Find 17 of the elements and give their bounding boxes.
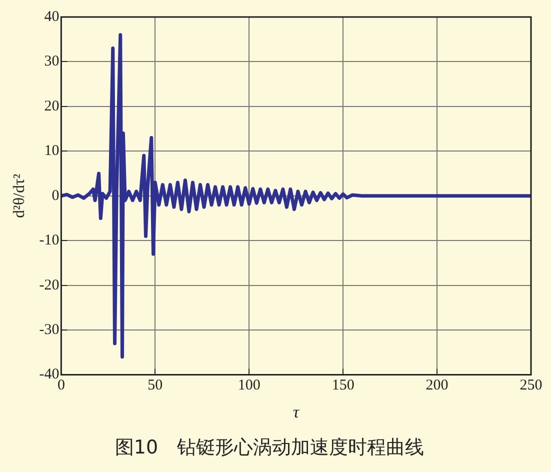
x-tick-label: 150 bbox=[332, 378, 354, 394]
y-tick-label: 20 bbox=[44, 98, 60, 114]
y-axis-title: d²θ/dτ² bbox=[10, 174, 28, 218]
x-tick-label: 200 bbox=[426, 378, 448, 394]
y-tick-label: 30 bbox=[44, 54, 60, 70]
y-tick-label: 40 bbox=[44, 8, 60, 25]
x-tick-label: 50 bbox=[148, 378, 163, 394]
y-tick-label: 0 bbox=[52, 188, 60, 204]
text: 图10 钻铤形心涡动加速度时程曲线 bbox=[114, 436, 424, 459]
x-axis-title: τ bbox=[293, 402, 300, 422]
y-tick-label: -30 bbox=[39, 322, 60, 338]
y-tick-label: -40 bbox=[39, 366, 60, 383]
y-tick-label: -10 bbox=[39, 232, 60, 249]
x-tick-label: 100 bbox=[238, 378, 260, 394]
x-tick-label: 250 bbox=[520, 378, 542, 394]
y-tick-label: 10 bbox=[44, 143, 60, 160]
y-tick-label: -20 bbox=[39, 277, 60, 294]
